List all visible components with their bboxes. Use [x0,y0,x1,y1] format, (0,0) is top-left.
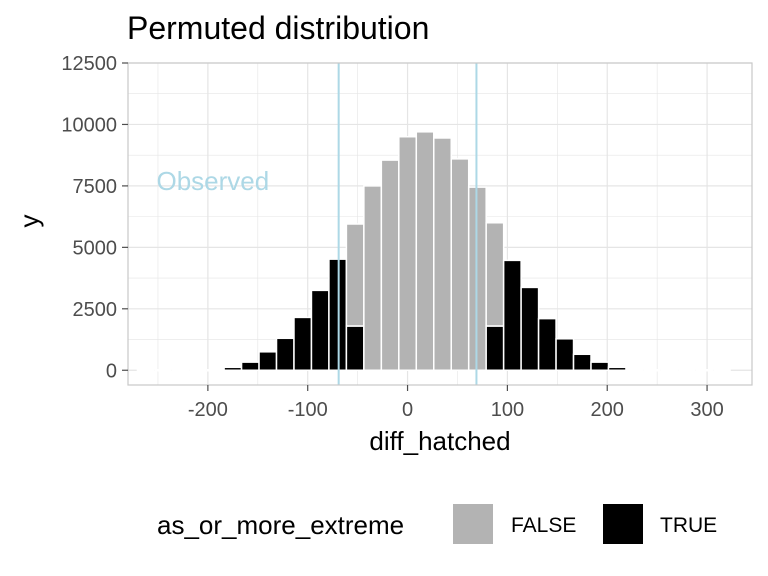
y-tick-label: 0 [106,360,117,382]
legend-title: as_or_more_extreme [157,510,404,540]
legend-label-true: TRUE [660,514,717,537]
y-tick-label: 5000 [73,237,118,259]
bar-false [450,158,470,372]
bar-true [520,286,540,372]
y-tick-label: 7500 [73,176,118,198]
y-axis-title: y [14,215,44,228]
x-tick-label: 300 [690,399,723,421]
y-tick-label: 12500 [61,53,117,75]
bar-true [572,353,592,372]
bar-false [485,222,505,327]
x-tick-label: 100 [491,399,524,421]
bar-true [537,317,557,372]
chart-title: Permuted distribution [127,10,429,46]
bar-true [293,316,313,372]
legend: as_or_more_extreme FALSE TRUE [157,504,717,544]
bar-true [590,361,610,372]
bar-true [485,325,505,372]
bar-true [345,325,365,372]
bar-false [433,137,452,372]
bar-true [275,337,295,372]
y-axis-ticks: 0 2500 5000 7500 10000 12500 [61,53,128,382]
bar-true [607,366,627,372]
bar-true [502,259,522,372]
bar-true [240,361,260,372]
x-tick-label: -200 [188,399,228,421]
x-tick-label: 0 [402,399,413,421]
observed-lines [337,63,478,385]
bar-false [380,159,400,372]
bar-true [258,351,278,372]
x-axis-title: diff_hatched [369,426,510,456]
legend-swatch-true [603,504,643,544]
bar-false [398,135,418,372]
histogram-bars [136,131,731,372]
x-axis-ticks: -200 -100 0 100 200 300 [188,385,724,421]
x-tick-label: 200 [591,399,624,421]
bar-true [555,338,575,372]
bar-false [345,223,365,327]
bar-false [363,185,383,372]
panel-border [127,62,753,386]
bar-true [310,289,330,372]
legend-swatch-false [453,504,493,544]
y-tick-label: 2500 [73,299,118,321]
legend-label-false: FALSE [511,514,576,537]
bar-true [223,366,243,372]
y-tick-label: 10000 [61,114,117,136]
bar-false [415,131,435,372]
observed-annotation: Observed [156,166,269,196]
x-tick-label: -100 [288,399,328,421]
